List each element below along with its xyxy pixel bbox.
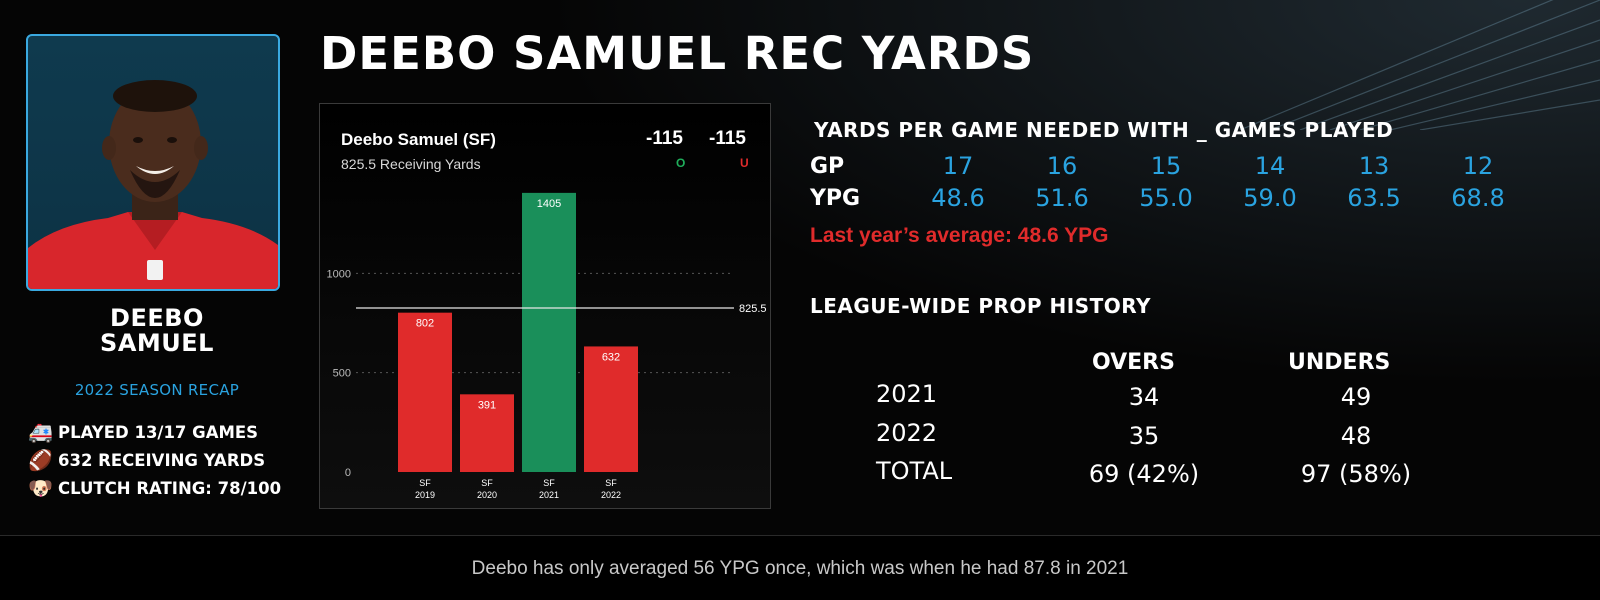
bar-chart: 0 500 1000 802 SF 2019 391 SF 2020 1405 SF 2021 632 S…: [327, 192, 767, 500]
gp-cell: 15: [1150, 152, 1182, 180]
bar-value-label: 391: [478, 399, 496, 411]
ypg-section-title: YARDS PER GAME NEEDED WITH _ GAMES PLAYE…: [814, 118, 1394, 142]
y-tick-label: 1000: [327, 268, 351, 280]
ypg-row: YPG 48.6 51.6 55.0 59.0 63.5 68.8: [810, 182, 1530, 214]
over-label: O: [676, 156, 686, 170]
bar: [584, 346, 638, 472]
gp-cell: 13: [1358, 152, 1390, 180]
footer-note: Deebo has only averaged 56 YPG once, whi…: [0, 535, 1600, 600]
ypg-table: GP 17 16 15 14 13 12 YPG 48.6 51.6 55.0 …: [810, 150, 1530, 214]
ypg-cell: 51.6: [1035, 184, 1089, 212]
x-tick-label: SF: [605, 478, 617, 488]
recap-item-yards: 🏈 632 RECEIVING YARDS: [28, 446, 328, 474]
prop-row-unders: 48: [1340, 422, 1372, 450]
background-streaks: [1239, 0, 1600, 130]
overs-header: OVERS: [1092, 350, 1175, 375]
ambulance-icon: 🚑: [28, 420, 53, 444]
last-year-average: Last year’s average: 48.6 YPG: [810, 224, 1109, 247]
footer-text: Deebo has only averaged 56 YPG once, whi…: [471, 557, 1129, 579]
x-tick-label: 2020: [477, 490, 497, 500]
bar: [460, 394, 514, 472]
recap-item-label: CLUTCH RATING: 78/100: [58, 478, 282, 498]
x-tick-label: 2022: [601, 490, 621, 500]
recap-item-clutch: 🐶 CLUTCH RATING: 78/100: [28, 474, 328, 502]
x-tick-label: 2021: [539, 490, 559, 500]
under-label: U: [740, 156, 749, 170]
player-last-name: SAMUEL: [100, 329, 214, 357]
x-tick-label: SF: [419, 478, 431, 488]
recap-item-label: PLAYED 13/17 GAMES: [58, 422, 259, 442]
gp-label: GP: [810, 153, 845, 179]
ypg-cell: 48.6: [931, 184, 985, 212]
football-icon: 🏈: [28, 448, 53, 472]
gp-row: GP 17 16 15 14 13 12: [810, 150, 1530, 182]
gp-cell: 14: [1254, 152, 1286, 180]
prop-row-overs: 35: [1128, 422, 1160, 450]
y-tick-label: 500: [333, 368, 351, 380]
prop-row-label: 2022: [876, 419, 938, 447]
bar: [522, 192, 576, 472]
player-portrait-illustration: [28, 80, 278, 289]
ypg-cell: 59.0: [1243, 184, 1297, 212]
x-tick-label: SF: [543, 478, 555, 488]
x-tick-label: 2019: [415, 490, 435, 500]
y-tick-label: 0: [345, 467, 351, 479]
season-recap-label: 2022 SEASON RECAP: [74, 381, 240, 399]
prop-row-overs: 69 (42%): [1088, 460, 1200, 488]
reference-line-label: 825.5: [739, 303, 767, 315]
recap-item-label: 632 RECEIVING YARDS: [58, 450, 266, 470]
gp-cell: 12: [1462, 152, 1494, 180]
prop-history-title: LEAGUE-WIDE PROP HISTORY: [810, 294, 1152, 318]
ypg-label: YPG: [810, 185, 861, 211]
chart-prop-line: 825.5 Receiving Yards: [341, 156, 481, 172]
prop-row-overs: 34: [1128, 383, 1160, 411]
page-title: DEEBO SAMUEL REC YARDS: [320, 27, 1035, 80]
chart-panel: Deebo Samuel (SF) 825.5 Receiving Yards …: [319, 103, 771, 509]
ypg-cell: 63.5: [1347, 184, 1401, 212]
under-odds: -115: [709, 128, 746, 149]
animal-face-icon: 🐶: [28, 476, 53, 500]
prop-row-unders: 97 (58%): [1300, 460, 1412, 488]
x-tick-label: SF: [481, 478, 493, 488]
gp-cell: 16: [1046, 152, 1078, 180]
bar-value-label: 802: [416, 318, 434, 330]
player-first-name: DEEBO: [110, 304, 204, 332]
chart-player-line: Deebo Samuel (SF): [341, 130, 496, 149]
gp-cell: 17: [942, 152, 974, 180]
recap-list: 🚑 PLAYED 13/17 GAMES 🏈 632 RECEIVING YAR…: [28, 418, 328, 502]
bar-value-label: 1405: [537, 198, 561, 210]
recap-item-games: 🚑 PLAYED 13/17 GAMES: [28, 418, 328, 446]
ypg-cell: 55.0: [1139, 184, 1193, 212]
player-name: DEEBO SAMUEL: [26, 306, 288, 356]
ypg-cell: 68.8: [1451, 184, 1505, 212]
prop-row-unders: 49: [1340, 383, 1372, 411]
bar: [398, 312, 452, 472]
bar-value-label: 632: [602, 351, 620, 363]
over-odds: -115: [646, 128, 683, 149]
unders-header: UNDERS: [1288, 350, 1391, 375]
player-photo: [26, 34, 280, 291]
prop-row-label: 2021: [876, 380, 938, 408]
prop-row-label: TOTAL: [876, 457, 953, 485]
